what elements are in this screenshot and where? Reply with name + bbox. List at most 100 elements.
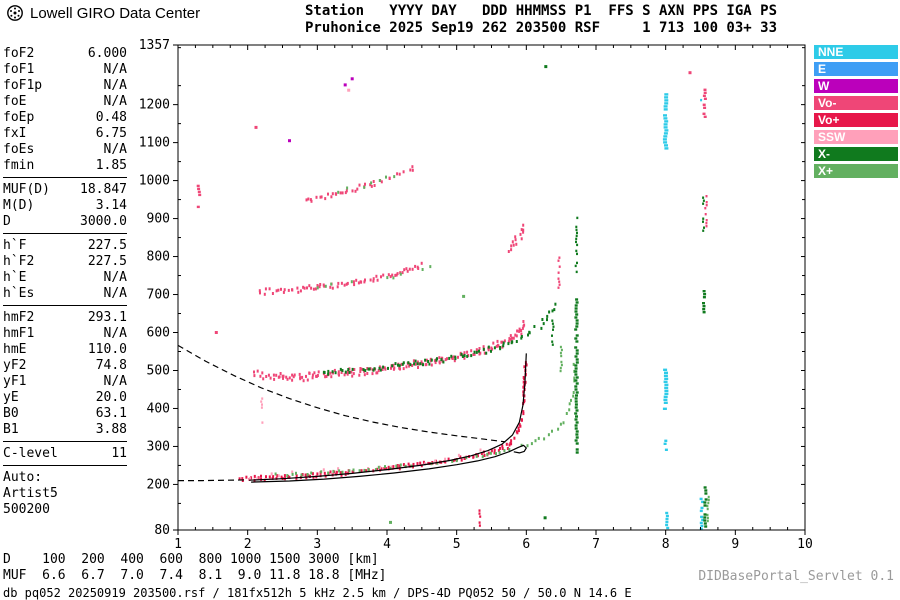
svg-text:900: 900	[147, 212, 170, 227]
param-row: fmin 1.85	[3, 158, 127, 174]
param-name: h`F	[3, 238, 27, 253]
param-value: 110.0	[87, 342, 127, 357]
param-row: hmE 110.0	[3, 342, 127, 358]
svg-text:9: 9	[731, 537, 739, 552]
param-row: hmF2 293.1	[3, 310, 127, 326]
param-name: hmF2	[3, 310, 35, 325]
param-value: N/A	[103, 78, 127, 93]
param-value: 6.75	[95, 126, 127, 141]
param-value: 20.0	[95, 390, 127, 405]
muf-row: MUF 6.6 6.7 7.0 7.4 8.1 9.0 11.8 18.8 [M…	[3, 568, 387, 583]
legend-item-voplus: Vo+	[814, 113, 898, 127]
svg-text:4: 4	[383, 537, 391, 552]
param-name: h`F2	[3, 254, 35, 269]
param-name: foF1	[3, 62, 35, 77]
param-value: 0.48	[95, 110, 127, 125]
param-value: 1.85	[95, 158, 127, 173]
param-value: N/A	[103, 142, 127, 157]
servlet-version: DIDBasePortal_Servlet 0.1	[698, 569, 894, 584]
param-row: hmF1 N/A	[3, 326, 127, 342]
param-value: 3.14	[95, 198, 127, 213]
svg-text:1: 1	[174, 537, 182, 552]
svg-text:1357: 1357	[139, 38, 170, 53]
param-value: N/A	[103, 326, 127, 341]
brand: Lowell GIRO Data Center	[6, 4, 200, 22]
svg-text:600: 600	[147, 326, 170, 341]
param-row: fxI 6.75	[3, 126, 127, 142]
dmuf-table: D 100 200 400 600 800 1000 1500 3000 [km…	[3, 552, 387, 584]
param-row: MUF(D) 18.847	[3, 182, 127, 198]
svg-text:7: 7	[592, 537, 600, 552]
brand-title: Lowell GIRO Data Center	[30, 4, 201, 22]
legend-item-nne: NNE	[814, 45, 898, 59]
direction-legend: NNE E W Vo- Vo+ SSW X- X+	[814, 45, 898, 181]
svg-text:1100: 1100	[139, 136, 170, 151]
param-value: 3000.0	[80, 214, 127, 229]
param-value: N/A	[103, 270, 127, 285]
svg-text:400: 400	[147, 401, 170, 416]
svg-text:500: 500	[147, 363, 170, 378]
param-name: h`E	[3, 270, 27, 285]
param-name: foEp	[3, 110, 35, 125]
param-name: C-level	[3, 446, 58, 461]
param-row: foEs N/A	[3, 142, 127, 158]
param-panel: foF2 6.000 foF1 N/A foF1p N/A foE N/A foEp 0.48 fx…	[3, 46, 127, 518]
param-name: yF1	[3, 374, 27, 389]
param-name: D	[3, 214, 11, 229]
auto-line: Artist5	[3, 486, 58, 501]
svg-text:2: 2	[244, 537, 252, 552]
param-name: foF1p	[3, 78, 43, 93]
svg-text:8: 8	[662, 537, 670, 552]
param-row: foE N/A	[3, 94, 127, 110]
param-name: foF2	[3, 46, 35, 61]
param-name: h`Es	[3, 286, 35, 301]
param-value: 18.847	[80, 182, 127, 197]
param-name: B1	[3, 422, 19, 437]
param-value: 74.8	[95, 358, 127, 373]
divider	[3, 233, 127, 234]
legend-item-vominus: Vo-	[814, 96, 898, 110]
divider	[3, 465, 127, 466]
divider	[3, 177, 127, 178]
param-value: 227.5	[87, 238, 127, 253]
param-row: h`Es N/A	[3, 286, 127, 302]
param-value: N/A	[103, 286, 127, 301]
giro-logo-icon	[7, 5, 23, 21]
station-header-values: Pruhonice 2025 Sep19 262 203500 RSF 1 71…	[305, 20, 778, 36]
param-name: hmE	[3, 342, 27, 357]
param-value: 63.1	[95, 406, 127, 421]
divider	[3, 441, 127, 442]
param-row: foF1 N/A	[3, 62, 127, 78]
param-name: MUF(D)	[3, 182, 50, 197]
param-row: B1 3.88	[3, 422, 127, 438]
param-row: h`E N/A	[3, 270, 127, 286]
param-value: N/A	[103, 94, 127, 109]
svg-text:700: 700	[147, 288, 170, 303]
svg-text:5: 5	[453, 537, 461, 552]
param-row: h`F2 227.5	[3, 254, 127, 270]
param-name: foE	[3, 94, 27, 109]
status-line: db pq052 20250919 203500.rsf / 181fx512h…	[3, 586, 632, 600]
param-value: N/A	[103, 62, 127, 77]
svg-text:800: 800	[147, 250, 170, 265]
param-value: 6.000	[87, 46, 127, 61]
param-row: B0 63.1	[3, 406, 127, 422]
param-name: foEs	[3, 142, 35, 157]
param-value: 11	[111, 446, 127, 461]
param-name: yF2	[3, 358, 27, 373]
param-row: foEp 0.48	[3, 110, 127, 126]
svg-text:3: 3	[313, 537, 321, 552]
svg-text:200: 200	[147, 477, 170, 492]
svg-text:300: 300	[147, 439, 170, 454]
legend-item-w: W	[814, 79, 898, 93]
svg-text:6: 6	[522, 537, 530, 552]
param-name: B0	[3, 406, 19, 421]
station-header-labels: Station YYYY DAY DDD HHMMSS P1 FFS S AXN…	[305, 3, 778, 19]
param-value: 293.1	[87, 310, 127, 325]
param-row: D 3000.0	[3, 214, 127, 230]
legend-item-ssw: SSW	[814, 130, 898, 144]
param-name: yE	[3, 390, 19, 405]
svg-text:1000: 1000	[139, 174, 170, 189]
svg-text:10: 10	[797, 537, 813, 552]
param-row: yF2 74.8	[3, 358, 127, 374]
